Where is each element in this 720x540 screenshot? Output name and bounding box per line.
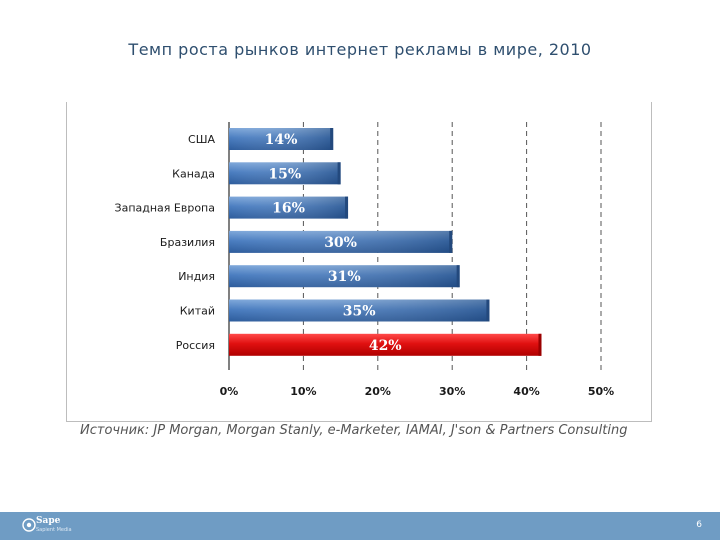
data-label: 42% <box>369 338 402 354</box>
logo-text: Sape <box>36 516 61 526</box>
sape-logo-icon <box>22 518 36 532</box>
category-label: Западная Европа <box>115 202 215 215</box>
source-note: Источник: JP Morgan, Morgan Stanly, e-Ma… <box>80 423 628 438</box>
category-label: США <box>188 133 215 146</box>
bar-shade <box>229 128 334 150</box>
bar-chart: США 14% Канада 15% Западная Европа 16% Бразили… <box>115 122 614 398</box>
data-label: 15% <box>268 166 301 182</box>
bar-edge <box>538 333 542 356</box>
chart-title: Темп роста рынков интернет рекламы в мир… <box>128 40 592 59</box>
x-tick-label: 40% <box>513 385 539 398</box>
bar-edge <box>345 196 349 219</box>
bar-shade <box>229 265 460 288</box>
category-label: Китай <box>180 305 215 318</box>
page-number: 6 <box>696 520 702 530</box>
logo-subtext: Sapient Media <box>36 527 72 533</box>
data-label: 35% <box>343 304 376 320</box>
x-tick-label: 20% <box>365 385 391 398</box>
bar-edge <box>449 230 453 253</box>
category-label: Бразилия <box>160 236 215 249</box>
x-tick-label: 30% <box>439 385 465 398</box>
data-label: 16% <box>272 201 305 217</box>
bar-shade <box>229 299 490 322</box>
chart-frame: США 14% Канада 15% Западная Европа 16% Бразили… <box>66 102 652 422</box>
data-label: 31% <box>328 269 361 285</box>
category-label: Индия <box>178 270 215 283</box>
x-tick-label: 10% <box>290 385 316 398</box>
bar-shade <box>229 196 349 219</box>
bar <box>229 333 542 356</box>
data-label: 14% <box>265 132 298 148</box>
category-label: Канада <box>172 167 215 180</box>
bar-edge <box>337 162 341 185</box>
bar-edge <box>330 128 334 150</box>
x-tick-label: 50% <box>588 385 614 398</box>
bar-shade <box>229 230 453 253</box>
bar-edge <box>486 299 490 322</box>
footer-bar <box>0 512 720 540</box>
bar-shade <box>229 162 341 185</box>
bar-edge <box>456 265 460 288</box>
category-label: Россия <box>176 339 215 352</box>
x-tick-label: 0% <box>220 385 239 398</box>
data-label: 30% <box>324 235 357 251</box>
